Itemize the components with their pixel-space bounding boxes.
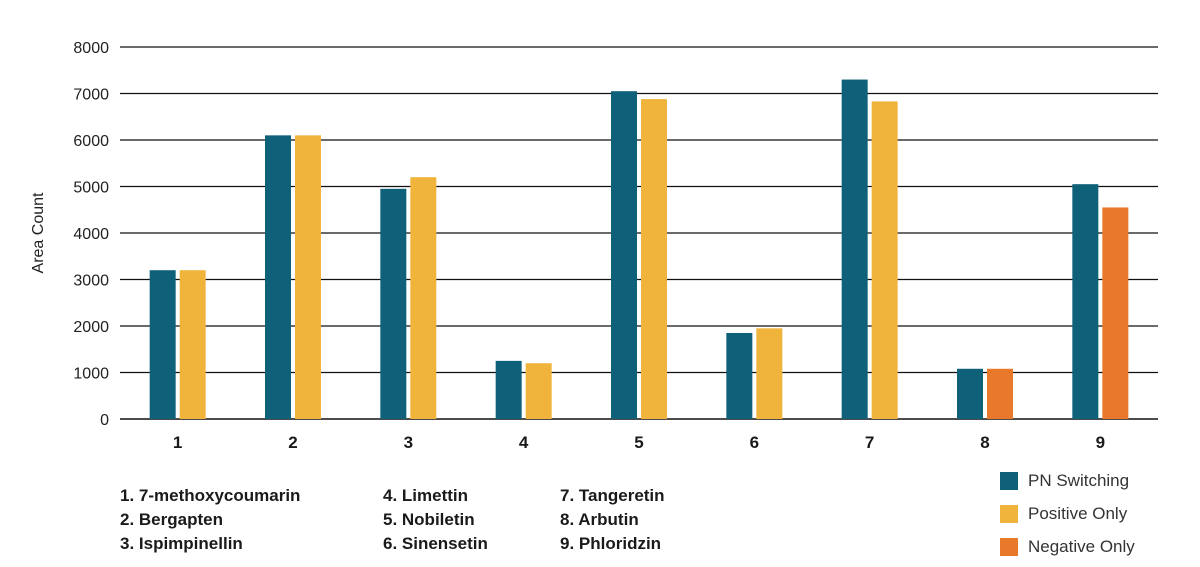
compound-legend-item: 3. Ispimpinellin [120, 534, 243, 553]
compound-legend-item: 1. 7-methoxycoumarin [120, 486, 301, 505]
bar-negative-only [1102, 207, 1129, 419]
x-tick-label: 9 [1096, 433, 1105, 452]
series-legend-item: PN Switching [1000, 464, 1135, 497]
bar-pn-switching [957, 368, 983, 419]
compound-legend-column-3: 7. Tangeretin 8. Arbutin 9. Phloridzin [560, 484, 665, 556]
series-legend-label: PN Switching [1028, 470, 1130, 490]
bar-pn-switching [149, 270, 176, 419]
bar-pn-switching [495, 360, 522, 419]
x-tick-label: 2 [288, 433, 297, 452]
x-tick-label: 8 [980, 433, 989, 452]
series-swatch-negative-only [1000, 537, 1018, 556]
x-tick-label: 6 [750, 433, 759, 452]
series-swatch-pn-switching [1000, 471, 1018, 490]
series-swatch-positive-only [1000, 504, 1018, 523]
compound-legend-column-2: 4. Limettin 5. Nobiletin 6. Sinensetin [383, 484, 488, 556]
bar-pn-switching [265, 135, 291, 419]
bar-positive-only [525, 363, 552, 419]
x-tick-label: 1 [173, 433, 182, 452]
y-axis-label: Area Count [30, 192, 47, 273]
x-tick-label: 3 [404, 433, 413, 452]
y-tick-label: 6000 [73, 133, 109, 150]
y-tick-label: 5000 [73, 180, 109, 197]
series-legend-item: Positive Only [1000, 497, 1135, 530]
series-legend-label: Negative Only [1028, 536, 1135, 556]
x-tick-label: 7 [865, 433, 874, 452]
compound-legend-item: 4. Limettin [383, 486, 469, 505]
bar-pn-switching [1072, 184, 1099, 419]
bar-positive-only [756, 328, 783, 419]
y-tick-label: 8000 [73, 40, 109, 57]
bar-positive-only [641, 99, 667, 419]
bar-negative-only [987, 368, 1013, 419]
series-legend-item: Negative Only [1000, 530, 1135, 563]
compound-legend-column-1: 1. 7-methoxycoumarin 2. Bergapten 3. Isp… [120, 484, 300, 556]
y-tick-label: 4000 [73, 226, 109, 243]
compound-legend-item: 6. Sinensetin [383, 534, 488, 553]
bar-positive-only [410, 177, 437, 419]
y-tick-label: 7000 [73, 87, 109, 104]
compound-legend-item: 7. Tangeretin [560, 486, 665, 505]
y-tick-label: 3000 [73, 273, 109, 290]
bar-pn-switching [726, 332, 753, 419]
bar-pn-switching [380, 188, 407, 419]
compound-legend-item: 8. Arbutin [560, 510, 639, 529]
compound-legend-item: 2. Bergapten [120, 510, 223, 529]
y-tick-label: 0 [100, 412, 109, 429]
y-tick-label: 2000 [73, 319, 109, 336]
series-legend: PN Switching Positive Only Negative Only [1000, 464, 1135, 563]
y-tick-label: 1000 [73, 366, 109, 383]
bar-positive-only [871, 101, 898, 419]
series-legend-label: Positive Only [1028, 503, 1128, 523]
bar-pn-switching [611, 91, 637, 420]
bar-pn-switching [841, 79, 868, 420]
compound-legend-item: 5. Nobiletin [383, 510, 475, 529]
x-tick-label: 4 [519, 433, 529, 452]
compound-legend-item: 9. Phloridzin [560, 534, 662, 553]
bar-positive-only [179, 270, 206, 419]
bar-positive-only [295, 135, 321, 419]
x-tick-label: 5 [634, 433, 643, 452]
